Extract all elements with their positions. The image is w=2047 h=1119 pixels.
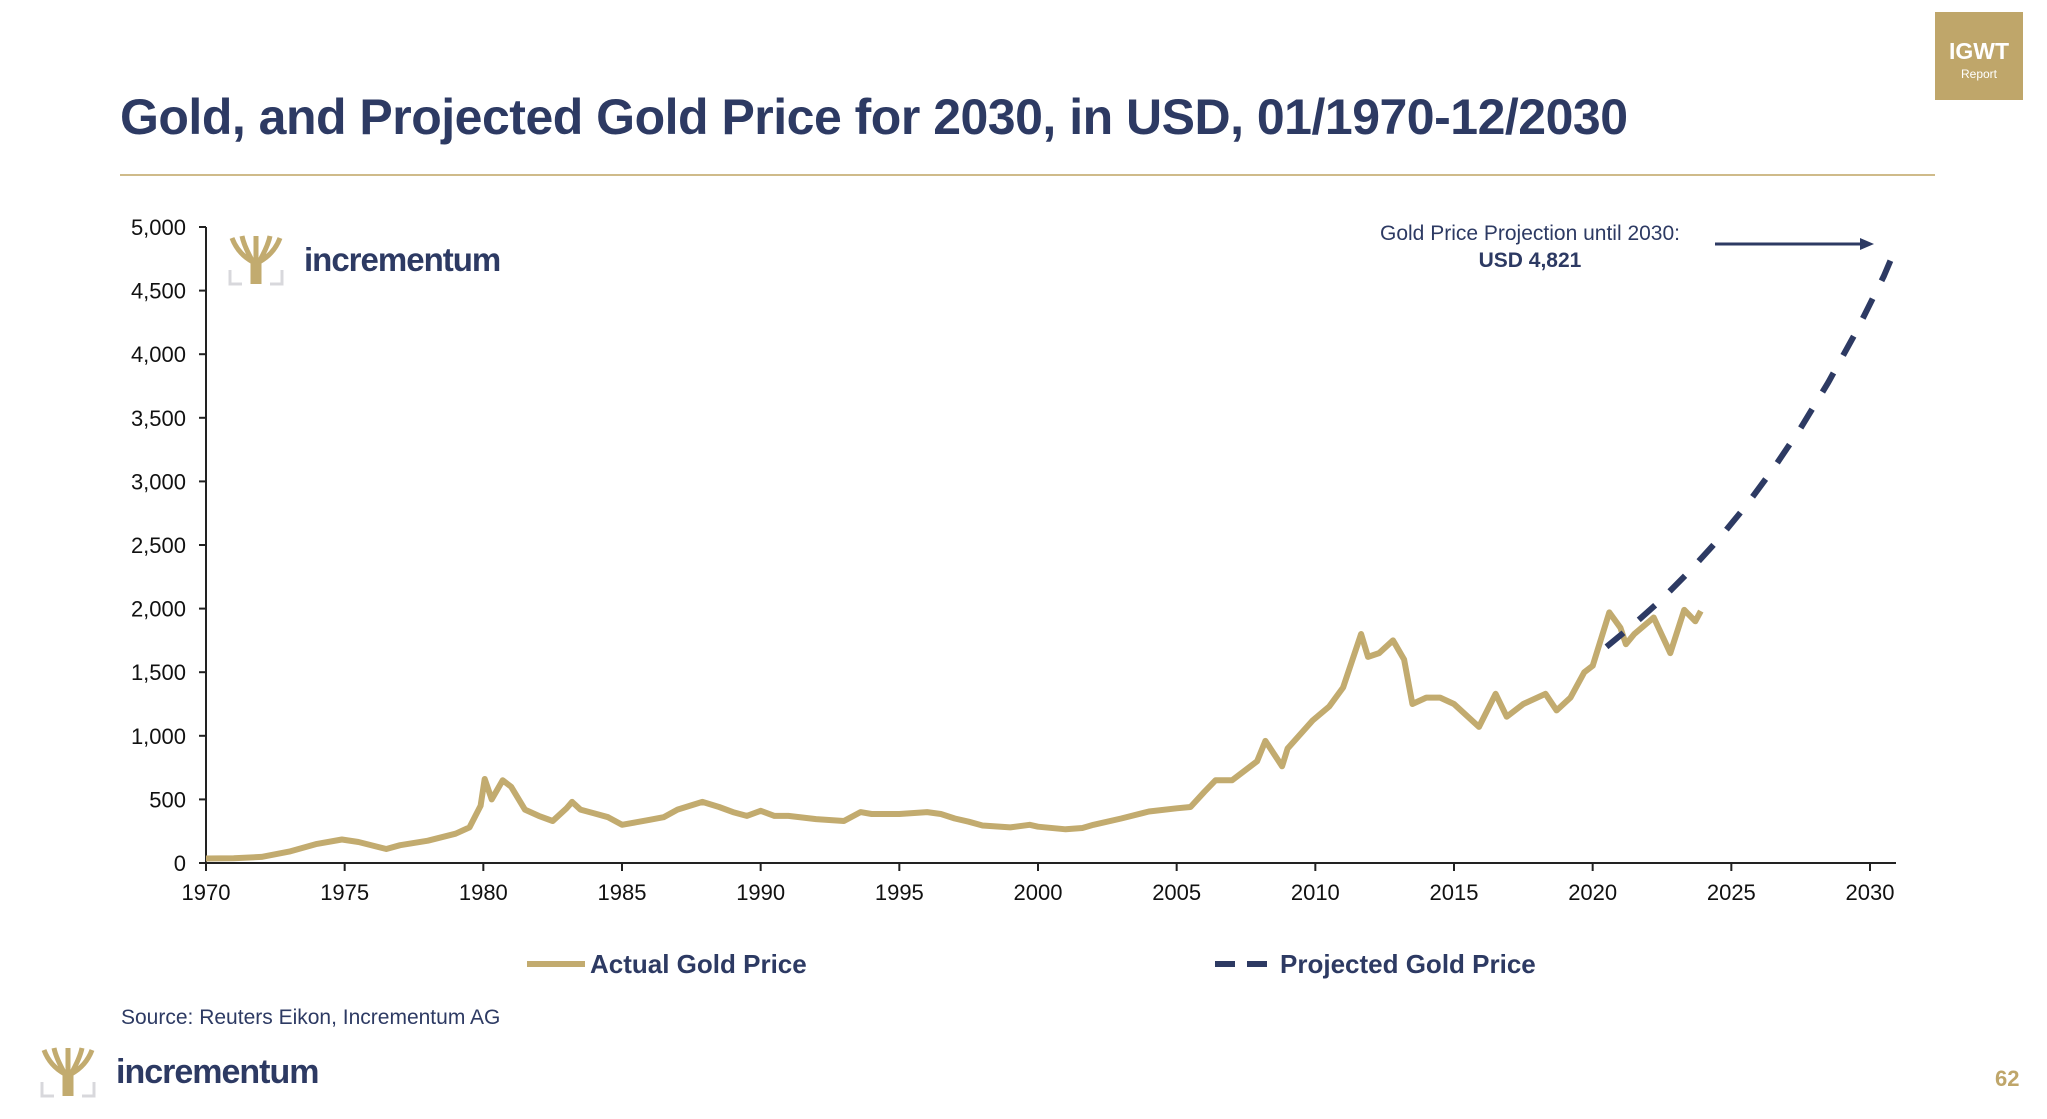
y-tick-label: 0: [174, 851, 186, 876]
projected-gold-price-line: [1604, 248, 1898, 650]
x-tick-label: 2015: [1430, 880, 1479, 905]
y-tick-label: 2,500: [131, 533, 186, 558]
tree-logo-icon: [40, 1047, 96, 1098]
y-tick-label: 4,500: [131, 279, 186, 304]
igwt-report-badge: IGWT Report: [1935, 12, 2023, 100]
y-tick-label: 1,500: [131, 660, 186, 685]
tree-logo-icon: [228, 235, 284, 286]
footer-brand-logo: incrementum: [40, 1046, 319, 1098]
legend-label-actual: Actual Gold Price: [590, 949, 807, 979]
x-tick-label: 2020: [1568, 880, 1617, 905]
footer-brand-name: incrementum: [116, 1052, 319, 1091]
title-divider: [120, 174, 1935, 176]
y-tick-label: 3,500: [131, 406, 186, 431]
series: [205, 248, 1898, 862]
x-tick-label: 2025: [1707, 880, 1756, 905]
axes: 0 500 1,000 1,500 2,000 2,500 3,000 3,500 4,000 4…: [131, 215, 1896, 905]
y-tick-label: 2,000: [131, 597, 186, 622]
x-tick-label: 1970: [182, 880, 231, 905]
chart-brand-logo: incrementum: [228, 234, 501, 286]
legend-label-projected: Projected Gold Price: [1280, 949, 1536, 979]
x-tick-label: 1995: [875, 880, 924, 905]
y-tick-label: 500: [149, 787, 186, 812]
x-tick-label: 2030: [1846, 880, 1895, 905]
actual-gold-price-line: [205, 606, 1704, 862]
y-tick-label: 4,000: [131, 342, 186, 367]
badge-line1: IGWT: [1948, 38, 2010, 64]
x-tick-label: 2005: [1152, 880, 1201, 905]
y-tick-label: 3,000: [131, 469, 186, 494]
page-number: 62: [1995, 1066, 2020, 1091]
y-tick-label: 1,000: [131, 724, 186, 749]
annotation-arrow: [1715, 238, 1874, 250]
x-tick-label: 1975: [320, 880, 369, 905]
badge-line2: Report: [1960, 67, 1998, 81]
source-note: Source: Reuters Eikon, Incrementum AG: [121, 1006, 501, 1029]
x-tick-label: 2000: [1014, 880, 1063, 905]
x-tick-label: 1980: [459, 880, 508, 905]
page-title: Gold, and Projected Gold Price for 2030,…: [120, 89, 1628, 145]
x-tick-label: 1985: [598, 880, 647, 905]
legend: Actual Gold Price Projected Gold Price: [527, 949, 1536, 979]
y-tick-label: 5,000: [131, 215, 186, 240]
brand-name: incrementum: [304, 241, 501, 278]
x-tick-label: 2010: [1291, 880, 1340, 905]
x-tick-label: 1990: [736, 880, 785, 905]
annotation-value: USD 4,821: [1479, 249, 1582, 272]
annotation-label: Gold Price Projection until 2030:: [1380, 222, 1680, 245]
